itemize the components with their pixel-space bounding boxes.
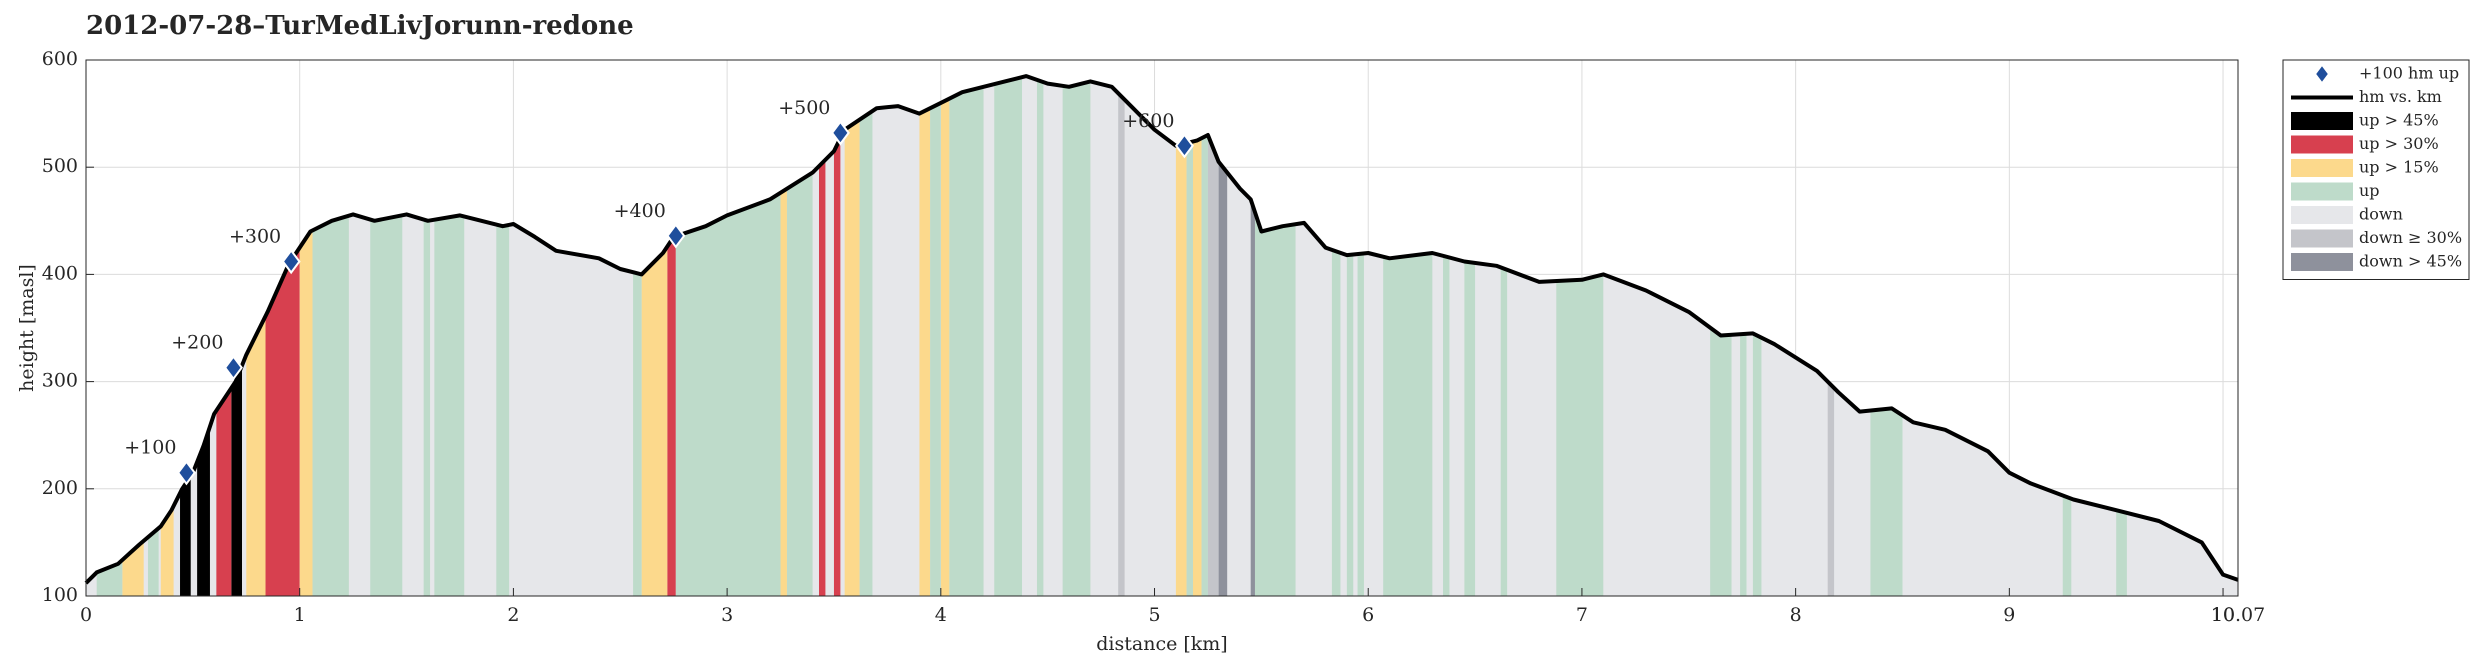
axes-box (85, 59, 2239, 597)
band (930, 76, 941, 596)
x-tick-label: 0 (80, 604, 92, 626)
marker-label: +600 (1122, 110, 1174, 132)
marker-label: +500 (778, 97, 830, 119)
x-tick-label: 9 (2003, 604, 2015, 626)
legend-label: +100 hm up (2359, 64, 2459, 83)
band (1740, 76, 1747, 596)
x-tick-label: 6 (1362, 604, 1374, 626)
band (1062, 76, 1091, 596)
band (833, 76, 841, 596)
band (819, 76, 826, 596)
marker (1174, 133, 1194, 159)
band (1357, 76, 1364, 596)
y-tick-label: 100 (42, 584, 78, 606)
x-tick-label: 2 (507, 604, 519, 626)
band (780, 76, 787, 596)
y-tick-label: 600 (42, 48, 78, 70)
x-tick-label: 5 (1148, 604, 1160, 626)
y-tick-label: 400 (42, 262, 78, 284)
chart-title: 2012-07-28–TurMedLivJorunn-redone (86, 11, 634, 41)
legend-swatch (2291, 159, 2353, 177)
band (919, 76, 931, 596)
band (1207, 76, 1219, 596)
x-axis-label: distance [km] (1096, 633, 1227, 655)
band (1175, 76, 1187, 596)
marker (281, 248, 301, 275)
band (949, 76, 984, 596)
marker (176, 460, 196, 486)
band (423, 76, 431, 596)
y-tick-label: 500 (42, 155, 78, 177)
band (1036, 76, 1044, 596)
x-tick-label: 1 (294, 604, 306, 626)
x-tick-label: 8 (1790, 604, 1802, 626)
legend-swatch (2291, 253, 2353, 271)
band (1250, 76, 1255, 596)
legend-label: up > 30% (2359, 134, 2439, 153)
y-tick-label: 300 (42, 370, 78, 392)
band (667, 76, 676, 596)
band (1500, 76, 1508, 596)
x-tick-label: 7 (1576, 604, 1588, 626)
band (633, 76, 642, 596)
band (859, 76, 873, 596)
legend-swatch (2291, 135, 2353, 154)
y-tick-label: 200 (42, 477, 78, 499)
band (940, 76, 950, 596)
x-tick-label: 10.07 (2211, 604, 2265, 626)
x-tick-label: 3 (721, 604, 733, 626)
marker-label: +100 (124, 437, 176, 459)
band (1186, 76, 1193, 596)
profile-line (84, 74, 2239, 585)
legend-swatch (2291, 112, 2353, 130)
legend-label: down > 45% (2359, 252, 2462, 271)
legend-swatch (2291, 206, 2353, 224)
band (1331, 76, 1341, 596)
marker (223, 354, 243, 381)
legend-label: up (2359, 181, 2380, 200)
legend-swatch (2291, 182, 2353, 201)
y-axis-label: height [masl] (16, 264, 38, 392)
legend-label: up > 15% (2359, 158, 2439, 177)
band (1201, 76, 1208, 596)
marker (830, 120, 850, 146)
marker-label: +300 (229, 226, 281, 248)
band (844, 76, 860, 596)
marker-label: +400 (614, 200, 666, 222)
band (1346, 76, 1354, 596)
x-tick-label: 10 (2211, 604, 2235, 626)
legend-label: down ≥ 30% (2359, 228, 2462, 247)
band (1218, 76, 1228, 596)
x-tick-label: 4 (935, 604, 947, 626)
band (1192, 76, 1202, 596)
band (1443, 76, 1450, 596)
legend-swatch (2291, 229, 2353, 248)
legend-label: hm vs. km (2359, 87, 2442, 106)
legend-marker (2314, 63, 2330, 85)
legend-label: down (2359, 205, 2403, 224)
band (994, 76, 1023, 596)
legend-label: up > 45% (2359, 111, 2439, 130)
marker-label: +200 (171, 332, 223, 354)
band (1118, 76, 1125, 596)
marker (666, 223, 686, 249)
band (1464, 76, 1476, 596)
